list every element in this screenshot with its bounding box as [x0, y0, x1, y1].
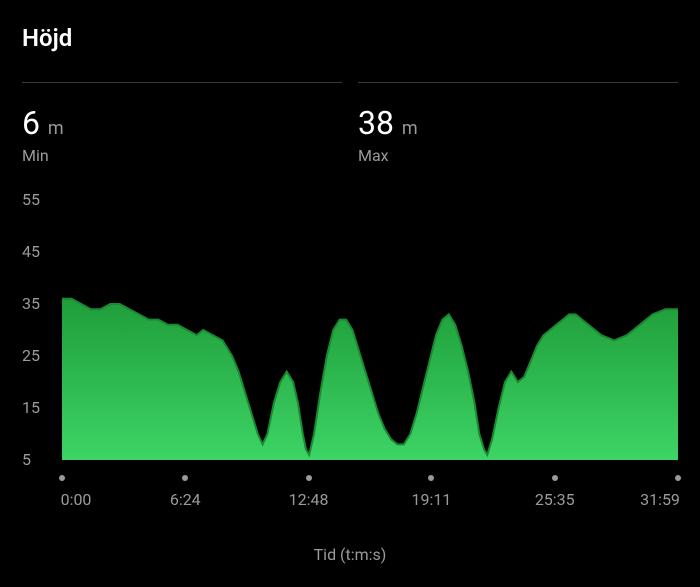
stat-max-label: Max	[358, 146, 389, 165]
stat-min-number: 6	[22, 104, 40, 142]
section-title: Höjd	[22, 24, 72, 52]
stat-min-unit: m	[48, 118, 64, 139]
y-tick-label: 35	[22, 294, 40, 313]
stat-max-value: 38 m	[358, 104, 418, 142]
y-tick-label: 25	[22, 346, 40, 365]
y-tick-label: 5	[22, 450, 31, 469]
elevation-chart	[62, 200, 678, 460]
divider-left	[22, 82, 342, 83]
x-tick-dot	[182, 475, 188, 481]
x-tick-label: 25:35	[535, 490, 575, 509]
x-axis-label: Tid (t:m:s)	[0, 545, 700, 564]
y-tick-label: 55	[22, 190, 40, 209]
x-tick-dot	[675, 475, 681, 481]
divider-right	[358, 82, 678, 83]
x-tick-label: 0:00	[61, 490, 92, 509]
x-tick-label: 19:11	[412, 490, 452, 509]
x-tick-dot	[306, 475, 312, 481]
stat-max-number: 38	[358, 104, 394, 142]
x-tick-dot	[552, 475, 558, 481]
x-tick-label: 6:24	[170, 490, 201, 509]
elevation-panel: { "title": "Höjd", "title_fontsize": 24,…	[0, 0, 700, 587]
x-tick-label: 12:48	[289, 490, 329, 509]
stat-min-label: Min	[22, 146, 49, 165]
elevation-area-svg	[62, 200, 678, 460]
stat-max-unit: m	[402, 118, 418, 139]
y-tick-label: 45	[22, 242, 40, 261]
stat-min-value: 6 m	[22, 104, 64, 142]
x-tick-dot	[59, 475, 65, 481]
x-tick-label: 31:59	[640, 490, 680, 509]
y-tick-label: 15	[22, 398, 40, 417]
x-tick-dot	[428, 475, 434, 481]
